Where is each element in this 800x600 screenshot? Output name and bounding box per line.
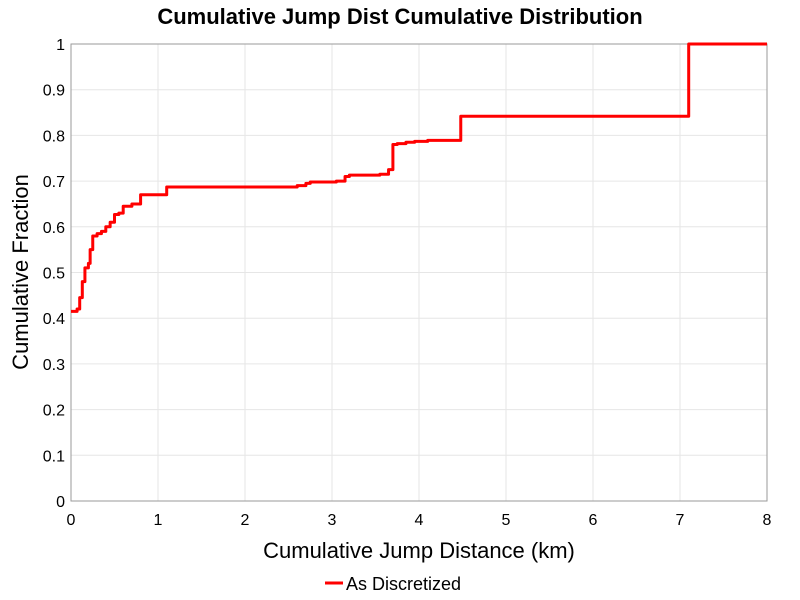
x-tick-labels: 0 1 2 3 4 5 6 7 8 bbox=[67, 512, 772, 529]
y-tick-label: 0.7 bbox=[43, 174, 65, 191]
legend: As Discretized bbox=[325, 574, 461, 594]
x-tick-label: 5 bbox=[502, 512, 511, 529]
x-tick-label: 2 bbox=[241, 512, 250, 529]
y-tick-label: 0.6 bbox=[43, 220, 65, 237]
x-axis-label: Cumulative Jump Distance (km) bbox=[263, 538, 575, 563]
y-tick-label: 0.1 bbox=[43, 448, 65, 465]
y-tick-label: 0.9 bbox=[43, 83, 65, 100]
x-tick-label: 3 bbox=[328, 512, 337, 529]
x-tick-label: 6 bbox=[589, 512, 598, 529]
x-tick-label: 8 bbox=[763, 512, 772, 529]
grid bbox=[70, 43, 768, 502]
x-tick-label: 4 bbox=[415, 512, 424, 529]
series-group bbox=[71, 42, 767, 313]
x-tick-label: 7 bbox=[676, 512, 685, 529]
y-tick-label: 0.3 bbox=[43, 357, 65, 374]
x-tick-label: 0 bbox=[67, 512, 76, 529]
legend-label: As Discretized bbox=[346, 574, 461, 594]
y-axis-label: Cumulative Fraction bbox=[8, 174, 33, 370]
y-tick-label: 0.8 bbox=[43, 128, 65, 145]
series-line bbox=[71, 42, 767, 313]
plot-frame bbox=[70, 43, 768, 502]
x-tick-label: 1 bbox=[154, 512, 163, 529]
y-tick-label: 1 bbox=[56, 37, 65, 54]
y-tick-label: 0.5 bbox=[43, 266, 65, 283]
y-tick-label: 0.2 bbox=[43, 403, 65, 420]
y-tick-label: 0.4 bbox=[43, 311, 65, 328]
y-tick-labels: 0 0.1 0.2 0.3 0.4 0.5 0.6 0.7 0.8 0.9 1 bbox=[43, 37, 65, 511]
chart-title: Cumulative Jump Dist Cumulative Distribu… bbox=[157, 4, 642, 29]
y-tick-label: 0 bbox=[56, 494, 65, 511]
